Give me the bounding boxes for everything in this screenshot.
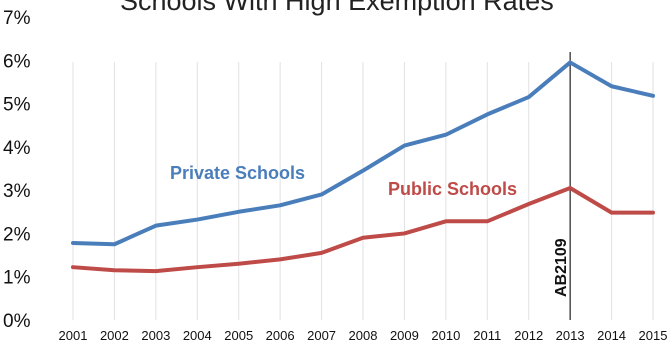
data-point — [527, 202, 531, 206]
x-tick-label: 2001 — [59, 328, 88, 343]
data-point — [320, 251, 324, 255]
data-point — [651, 94, 655, 98]
x-axis-ticks: 2001 2002 2003 2004 2005 2006 2007 2008 2009 2010… — [59, 328, 668, 343]
data-point — [568, 60, 572, 64]
y-axis-ticks: 0% 1% 2% 3% 4% 5% 6% 7% — [3, 8, 31, 332]
y-tick-label: 6% — [3, 51, 31, 72]
data-point — [402, 144, 406, 148]
y-tick-label: 0% — [3, 311, 31, 332]
annotation-label: AB2109 — [553, 238, 570, 297]
y-tick-label: 3% — [3, 181, 31, 202]
x-tick-label: 2009 — [390, 328, 419, 343]
y-tick-label: 2% — [3, 224, 31, 245]
series-label: Public Schools — [388, 179, 517, 199]
data-point — [402, 231, 406, 235]
data-point — [610, 211, 614, 215]
data-point — [154, 224, 158, 228]
data-point — [361, 236, 365, 240]
data-point — [237, 262, 241, 266]
y-tick-label: 1% — [3, 268, 31, 289]
series-lines — [71, 60, 655, 274]
x-tick-label: 2013 — [556, 328, 585, 343]
x-tick-label: 2015 — [639, 328, 668, 343]
data-point — [320, 192, 324, 196]
x-tick-label: 2004 — [183, 328, 212, 343]
chart-title-clipped: Schools With High Exemption Rates — [120, 0, 554, 16]
y-tick-label: 5% — [3, 95, 31, 116]
data-point — [112, 242, 116, 246]
data-point — [237, 210, 241, 214]
data-point — [485, 219, 489, 223]
data-point — [195, 265, 199, 269]
x-tick-label: 2008 — [349, 328, 378, 343]
data-point — [527, 95, 531, 99]
data-point — [444, 219, 448, 223]
data-point — [278, 257, 282, 261]
x-tick-label: 2002 — [100, 328, 129, 343]
data-point — [112, 268, 116, 272]
series-label: Private Schools — [170, 163, 305, 183]
data-point — [568, 186, 572, 190]
data-point — [71, 241, 75, 245]
y-tick-label: 4% — [3, 138, 31, 159]
data-point — [361, 169, 365, 173]
data-point — [71, 265, 75, 269]
annotations: AB2109 — [553, 52, 571, 320]
data-point — [485, 112, 489, 116]
x-tick-label: 2012 — [514, 328, 543, 343]
x-tick-label: 2010 — [431, 328, 460, 343]
data-point — [154, 269, 158, 273]
data-point — [278, 203, 282, 207]
x-tick-label: 2014 — [597, 328, 626, 343]
x-tick-label: 2003 — [141, 328, 170, 343]
x-tick-label: 2005 — [224, 328, 253, 343]
x-tick-label: 2011 — [473, 328, 501, 343]
x-tick-label: 2006 — [266, 328, 295, 343]
data-point — [444, 133, 448, 137]
data-point — [195, 218, 199, 222]
y-tick-label: 7% — [3, 8, 31, 29]
data-point — [610, 84, 614, 88]
series-labels: Private Schools Public Schools — [170, 163, 517, 199]
x-tick-label: 2007 — [307, 328, 336, 343]
data-point — [651, 211, 655, 215]
